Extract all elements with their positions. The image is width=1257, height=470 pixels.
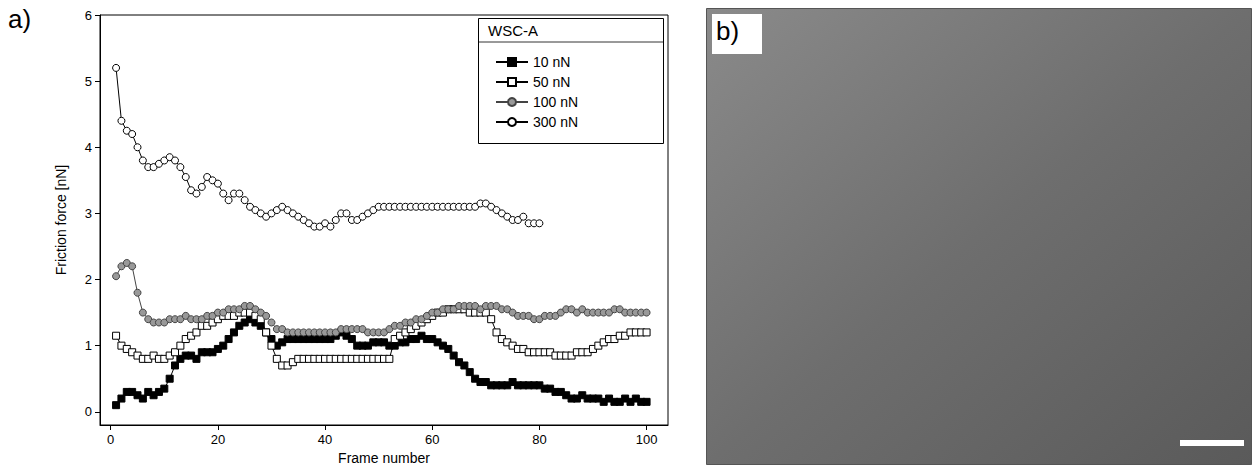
svg-text:2: 2: [85, 272, 92, 287]
svg-text:100 nN: 100 nN: [533, 94, 578, 110]
svg-text:Frame number: Frame number: [338, 450, 430, 466]
svg-text:4: 4: [85, 140, 92, 155]
svg-text:0: 0: [107, 432, 114, 447]
svg-text:40: 40: [318, 432, 332, 447]
svg-text:100: 100: [636, 432, 658, 447]
svg-text:Friction force [nN]: Friction force [nN]: [53, 165, 69, 275]
svg-text:0: 0: [85, 404, 92, 419]
svg-text:10 nN: 10 nN: [533, 54, 570, 70]
svg-text:WSC-A: WSC-A: [488, 22, 538, 39]
svg-text:a): a): [8, 4, 31, 34]
svg-text:5: 5: [85, 74, 92, 89]
svg-text:300 nN: 300 nN: [533, 114, 578, 130]
svg-text:3: 3: [85, 206, 92, 221]
svg-text:80: 80: [532, 432, 546, 447]
svg-text:b): b): [716, 16, 739, 46]
svg-text:50 nN: 50 nN: [533, 74, 570, 90]
svg-text:1: 1: [85, 338, 92, 353]
svg-text:20: 20: [211, 432, 225, 447]
svg-text:6: 6: [85, 8, 92, 23]
svg-text:60: 60: [425, 432, 439, 447]
